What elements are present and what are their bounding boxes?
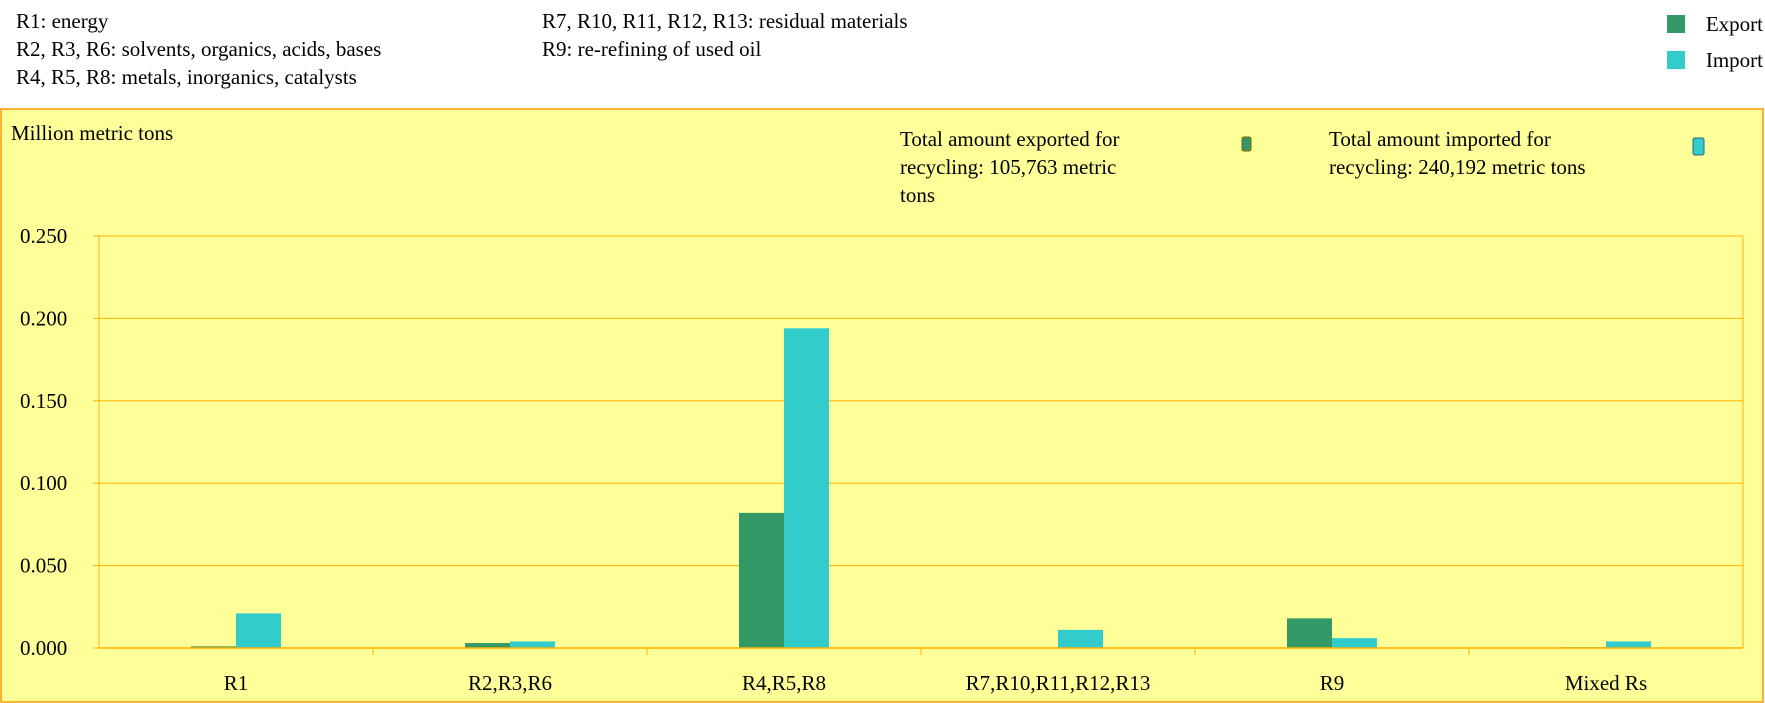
legend-import: Import (1666, 42, 1763, 78)
y-axis-label: Million metric tons (11, 121, 173, 145)
y-tick-label: 0.050 (20, 554, 67, 578)
category-notes-right: R7, R10, R11, R12, R13: residual materia… (542, 7, 908, 63)
bar-export (465, 643, 510, 648)
note-r4-r5-r8: R4, R5, R8: metals, inorganics, catalyst… (16, 65, 357, 89)
export-total-annotation: tons (900, 183, 935, 207)
legend-import-label: Import (1705, 48, 1763, 72)
import-total-annotation: Total amount imported for (1329, 127, 1551, 151)
export-swatch (1666, 15, 1685, 33)
legend-export-label: Export (1705, 12, 1763, 36)
export-total-annotation: Total amount exported for (900, 127, 1120, 151)
import-total-annotation: recycling: 240,192 metric tons (1329, 155, 1586, 179)
export-total-annotation: recycling: 105,763 metric (900, 155, 1116, 179)
note-r1: R1: energy (16, 9, 109, 33)
y-tick-label: 0.250 (20, 224, 67, 248)
y-tick-label: 0.000 (20, 636, 67, 660)
x-tick-label: R4,R5,R8 (742, 671, 826, 695)
note-r2-r3-r6: R2, R3, R6: solvents, organics, acids, b… (16, 37, 382, 61)
x-tick-label: R2,R3,R6 (468, 671, 552, 695)
y-tick-label: 0.100 (20, 471, 67, 495)
y-tick-label: 0.150 (20, 389, 67, 413)
import-swatch (1666, 51, 1685, 69)
x-tick-label: R7,R10,R11,R12,R13 (966, 671, 1151, 695)
export-marker-icon (1241, 136, 1252, 152)
bar-import (236, 613, 281, 648)
chart-legend: Export Import (1666, 6, 1763, 78)
bar-export (1287, 618, 1332, 648)
y-tick-label: 0.200 (20, 306, 67, 330)
note-r9: R9: re-refining of used oil (542, 37, 762, 61)
bar-import (784, 328, 829, 648)
x-tick-label: R1 (224, 671, 249, 695)
bar-export (191, 646, 236, 648)
bar-import (510, 641, 555, 648)
note-r7-r13: R7, R10, R11, R12, R13: residual materia… (542, 9, 908, 33)
x-tick-label: R9 (1320, 671, 1345, 695)
x-tick-label: Mixed Rs (1565, 671, 1647, 695)
category-notes-left: R1: energy R2, R3, R6: solvents, organic… (16, 7, 381, 91)
import-marker-icon (1692, 137, 1705, 156)
plot-area (0, 108, 1764, 703)
bar-import (1606, 641, 1651, 648)
legend-export: Export (1666, 6, 1763, 42)
bar-export (739, 512, 784, 648)
bar-import (1332, 638, 1377, 648)
bar-import (1058, 629, 1103, 648)
